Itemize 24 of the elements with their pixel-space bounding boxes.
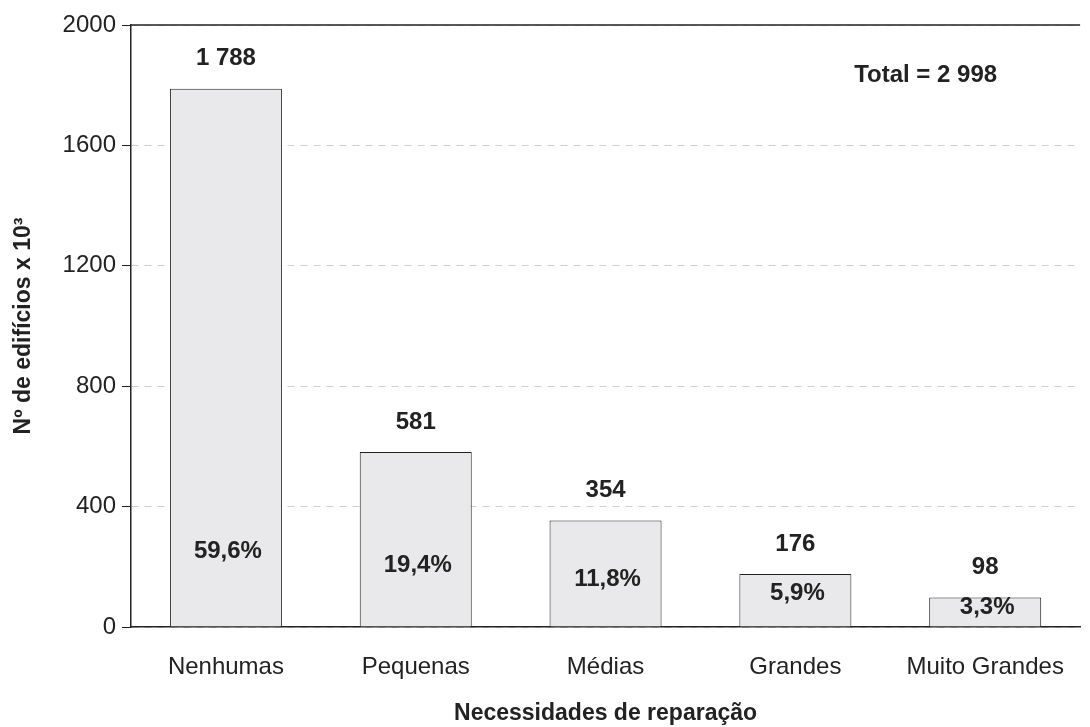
- x-tick-label: Médias: [566, 652, 645, 680]
- data-label: 1 788: [195, 43, 256, 71]
- annotation: Total = 2 998: [854, 59, 998, 87]
- data-label: 581: [395, 406, 436, 434]
- y-tick-label: 1600: [62, 130, 116, 158]
- y-axis-title: Nº de edifícios x 10³: [9, 217, 36, 435]
- y-tick-label: 1200: [62, 250, 116, 278]
- x-tick-label: Nenhumas: [167, 652, 284, 680]
- x-tick-label: Pequenas: [361, 652, 470, 680]
- data-label: 98: [971, 552, 999, 580]
- annotation: 5,9%: [770, 578, 825, 606]
- x-tick-label: Grandes: [749, 652, 842, 680]
- y-tick-label: 2000: [62, 9, 116, 37]
- x-axis-title: Necessidades de reparação: [454, 698, 758, 725]
- y-tick-label: 400: [75, 491, 116, 519]
- x-tick-label: Muito Grandes: [906, 652, 1064, 680]
- data-label: 354: [585, 475, 627, 503]
- data-label: 176: [775, 528, 816, 556]
- annotation: 11,8%: [574, 564, 641, 592]
- annotation: 59,6%: [193, 536, 262, 564]
- y-tick-label: 800: [75, 370, 116, 398]
- annotation: 3,3%: [959, 592, 1015, 620]
- annotation: 19,4%: [383, 550, 452, 578]
- y-tick-label: 0: [102, 611, 116, 639]
